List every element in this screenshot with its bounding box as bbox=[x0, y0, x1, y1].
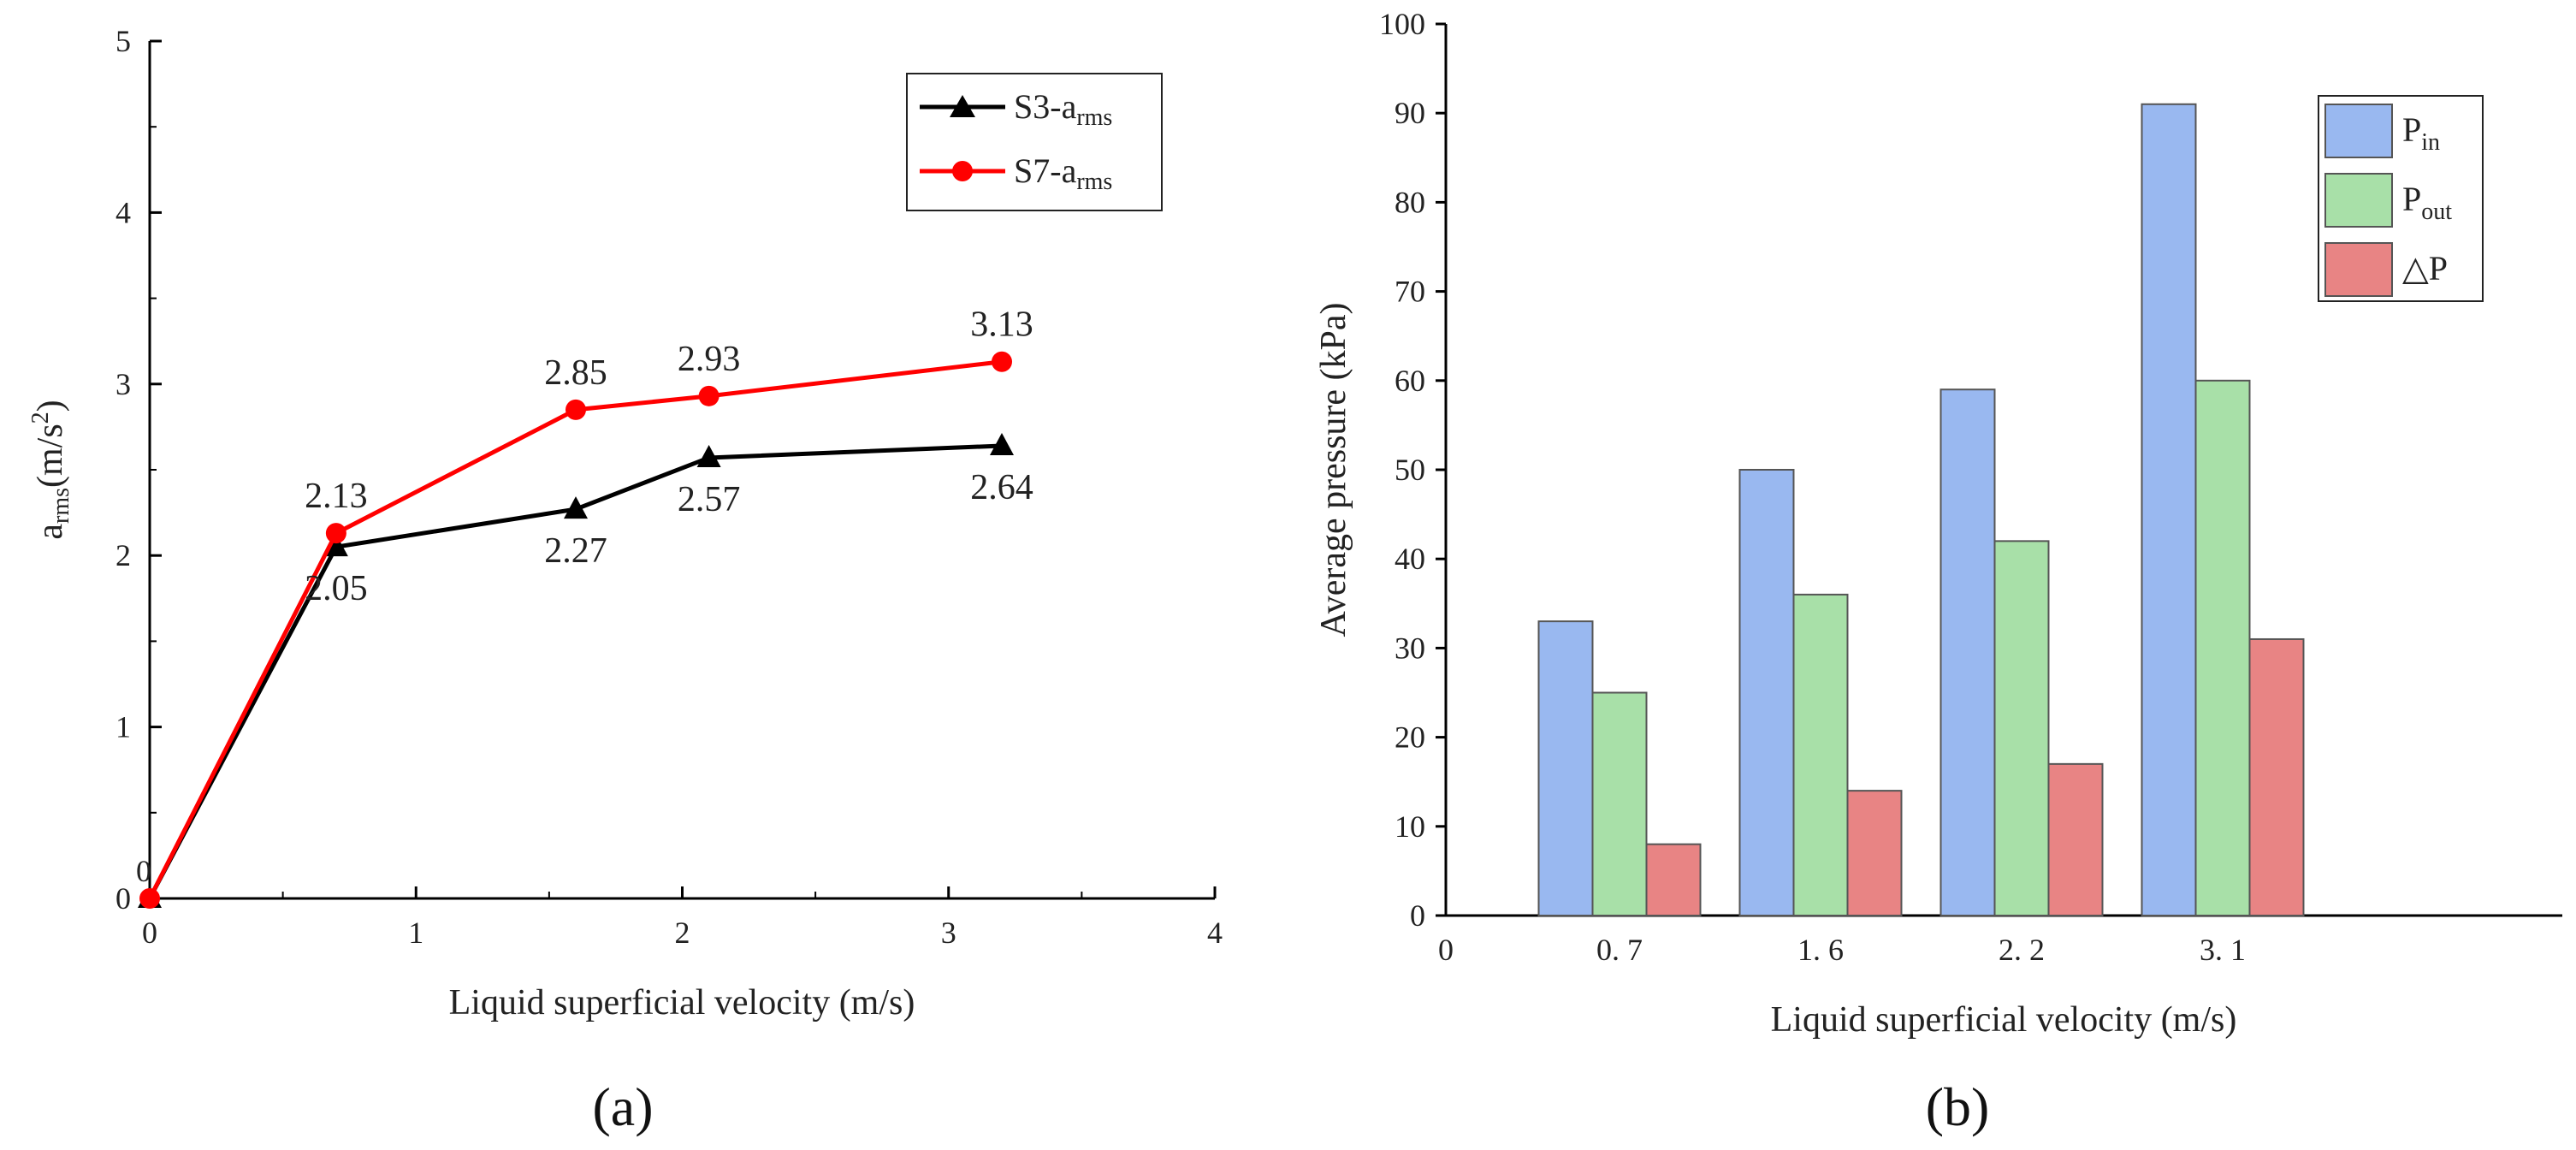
chart-a-xtick-label: 0 bbox=[142, 916, 157, 950]
data-label-s7: 3.13 bbox=[970, 305, 1033, 345]
chart-b-legend: Pin Pout △P bbox=[2318, 95, 2484, 302]
legend-s7-sub: rms bbox=[1076, 169, 1112, 195]
chart-a-origin-label: 0 bbox=[136, 854, 151, 888]
chart-b-ytick-label: 90 bbox=[1395, 96, 1425, 130]
chart-a-ytick-label: 2 bbox=[115, 538, 131, 572]
chart-b-xtick-label: 1. 6 bbox=[1797, 933, 1844, 967]
chart-a-xtick-label: 4 bbox=[1207, 916, 1223, 950]
data-label-s3: 2.57 bbox=[678, 480, 741, 519]
data-label-s7: 2.13 bbox=[305, 477, 368, 516]
legend-s7-main: S7-a bbox=[1014, 151, 1077, 190]
bar-pin bbox=[1537, 620, 1594, 916]
legend-pin-main: P bbox=[2402, 110, 2421, 149]
legend-pout-label: Pout bbox=[2402, 180, 2452, 225]
point-s3 bbox=[990, 432, 1014, 455]
panel-label-a: (a) bbox=[592, 1076, 653, 1137]
panel-label-b: (b) bbox=[1926, 1076, 1990, 1137]
bar-pout bbox=[2194, 379, 2251, 916]
chart-a-ylabel-main: a bbox=[31, 524, 70, 540]
bar-dp bbox=[2047, 762, 2104, 916]
chart-b-x-origin-label: 0 bbox=[1438, 933, 1454, 967]
legend-pin-label: Pin bbox=[2402, 110, 2440, 156]
legend-s3-main: S3-a bbox=[1014, 87, 1077, 126]
chart-a-ylabel-close: ) bbox=[31, 400, 70, 412]
bar-pin bbox=[2141, 103, 2197, 916]
chart-b-ytick-label: 40 bbox=[1395, 542, 1425, 576]
chart-a-xtick-label: 2 bbox=[675, 916, 690, 950]
data-label-s7: 2.85 bbox=[544, 353, 607, 393]
legend-pin-sub: in bbox=[2421, 129, 2440, 156]
chart-b-ytick-label: 60 bbox=[1395, 364, 1425, 398]
chart-a-legend: S3-arms S7-arms bbox=[906, 73, 1163, 211]
bar-pout bbox=[1993, 540, 2050, 916]
chart-b-xtick-label: 0. 7 bbox=[1596, 933, 1643, 967]
chart-a-ytick-label: 5 bbox=[115, 24, 131, 58]
legend-s3-sub: rms bbox=[1076, 104, 1112, 131]
bar-pin bbox=[1738, 469, 1795, 916]
chart-b-ytick-label: 30 bbox=[1395, 631, 1425, 665]
bar-dp bbox=[2248, 637, 2305, 916]
legend-s7-marker bbox=[952, 161, 973, 181]
chart-b-ytick-label: 20 bbox=[1395, 720, 1425, 755]
chart-b-ytick-label: 80 bbox=[1395, 185, 1425, 219]
point-s7 bbox=[992, 351, 1012, 372]
point-s7 bbox=[698, 385, 720, 406]
point-s3 bbox=[696, 444, 721, 467]
point-s3 bbox=[564, 496, 588, 519]
chart-a-legend-box bbox=[906, 73, 1163, 211]
bar-pout bbox=[1792, 593, 1849, 916]
legend-s3-label: S3-arms bbox=[1014, 87, 1112, 131]
bar-pin bbox=[1939, 388, 1996, 917]
chart-a-ylabel-rest: (m/s bbox=[31, 424, 70, 488]
chart-b-xtick-label: 3. 1 bbox=[2200, 933, 2246, 967]
point-s7 bbox=[139, 888, 160, 909]
legend-pout-swatch bbox=[2324, 173, 2393, 228]
data-label-s3: 2.27 bbox=[544, 531, 607, 571]
chart-b-ytick-label: 10 bbox=[1395, 809, 1425, 844]
data-label-s7: 2.93 bbox=[678, 340, 741, 379]
bar-pout bbox=[1591, 691, 1648, 916]
data-label-s3: 2.64 bbox=[970, 468, 1033, 507]
point-s3 bbox=[323, 534, 348, 557]
chart-a-ylabel-sup: 2 bbox=[27, 412, 54, 424]
chart-b-ytick-label: 70 bbox=[1395, 275, 1425, 309]
chart-b-xlabel: Liquid superficial velocity (m/s) bbox=[1771, 1000, 2237, 1040]
chart-b-ylabel: Average pressure (kPa) bbox=[1314, 302, 1353, 637]
legend-pout-main: P bbox=[2402, 180, 2421, 218]
bar-dp bbox=[1645, 843, 1702, 917]
legend-dp-swatch bbox=[2324, 242, 2393, 297]
legend-s7-label: S7-arms bbox=[1014, 151, 1112, 195]
chart-a-ytick-label: 0 bbox=[115, 881, 131, 916]
chart-a-ytick-label: 1 bbox=[115, 710, 131, 744]
series-line-s7 bbox=[147, 359, 1003, 900]
chart-a-ylabel-sub: rms bbox=[48, 488, 74, 524]
chart-a-xlabel: Liquid superficial velocity (m/s) bbox=[449, 983, 915, 1023]
legend-pout-sub: out bbox=[2421, 199, 2452, 225]
chart-a-ylabel: arms(m/s2) bbox=[27, 400, 74, 539]
chart-a-ytick-label: 3 bbox=[115, 367, 131, 401]
point-s7 bbox=[566, 399, 586, 420]
chart-a-xtick-label: 3 bbox=[941, 916, 956, 950]
chart-a-ytick-label: 4 bbox=[115, 195, 131, 229]
legend-dp-label: △P bbox=[2402, 249, 2448, 288]
legend-s3-marker bbox=[950, 95, 975, 117]
chart-a-xtick-label: 1 bbox=[408, 916, 423, 950]
bar-dp bbox=[1846, 790, 1903, 916]
chart-b-ytick-label: 0 bbox=[1410, 898, 1425, 933]
chart-b-ytick-label: 100 bbox=[1379, 7, 1425, 41]
data-label-s3: 2.05 bbox=[305, 569, 368, 608]
legend-pin-swatch bbox=[2324, 104, 2393, 158]
chart-b-xtick-label: 2. 2 bbox=[1999, 933, 2045, 967]
chart-b-ytick-label: 50 bbox=[1395, 453, 1425, 487]
point-s7 bbox=[325, 523, 346, 544]
